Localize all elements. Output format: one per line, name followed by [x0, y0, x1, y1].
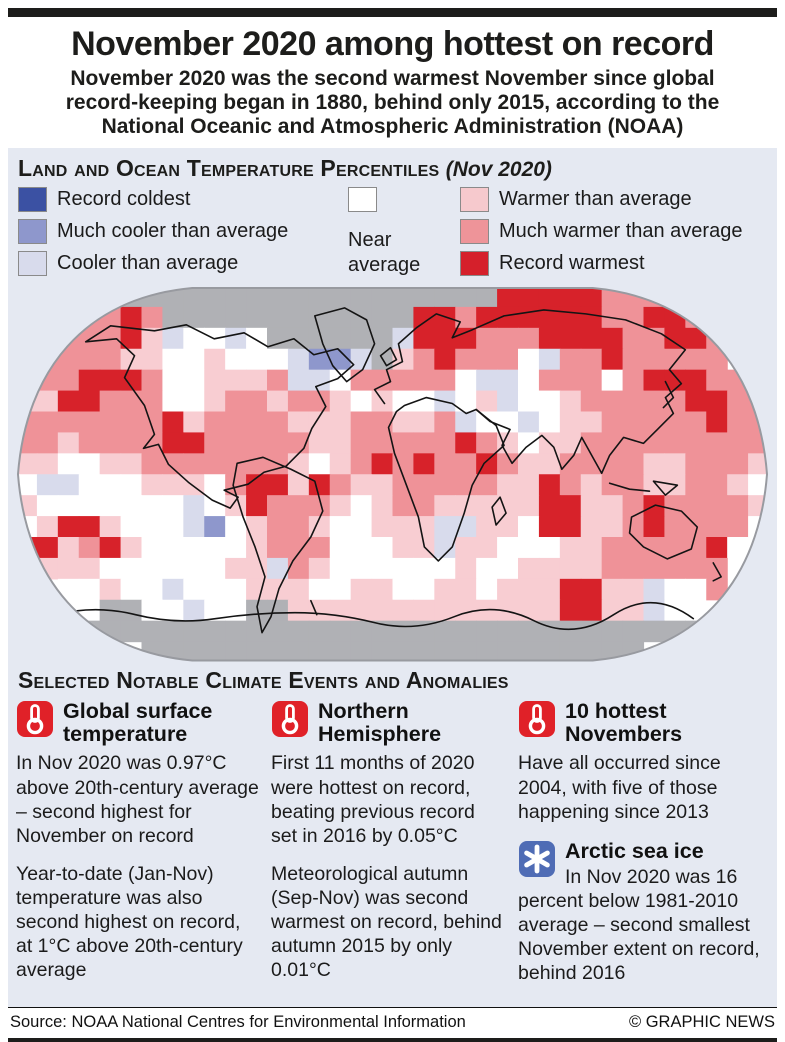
legend-label: Cooler than average: [57, 251, 239, 274]
legend-item-record-warmest: Record warmest: [460, 250, 769, 276]
source-credit: Source: NOAA National Centres for Enviro…: [10, 1013, 466, 1032]
column-title: 10 hottest Novembers: [565, 699, 683, 747]
much-warmer-swatch: [460, 218, 489, 244]
column-heading: Global surface temperature: [16, 700, 259, 746]
column-heading: Northern Hemisphere: [271, 700, 506, 746]
event-paragraph: In Nov 2020 was 0.97°C above 20th-centur…: [16, 752, 259, 847]
event-paragraph: First 11 months of 2020 were hottest on …: [271, 752, 475, 847]
event-paragraph: In Nov 2020 was 16 percent below 1981-20…: [518, 865, 760, 984]
legend-label: Much cooler than average: [57, 219, 289, 242]
publisher-credit: © GRAPHIC NEWS: [628, 1013, 775, 1032]
event-paragraph: Year-to-date (Jan-Nov) temperature was a…: [16, 862, 243, 982]
thermometer-icon: [17, 701, 53, 738]
legend-label: Record coldest: [57, 187, 191, 210]
event-paragraph: Meteorological autumn (Sep-Nov) was seco…: [271, 862, 502, 982]
footer: Source: NOAA National Centres for Enviro…: [8, 1007, 777, 1037]
legend-label: Much warmer than average: [499, 219, 743, 242]
legend-item-much-warmer: Much warmer than average: [460, 218, 769, 244]
column-title: Global surface temperature: [63, 699, 213, 747]
warmer-swatch: [460, 186, 489, 212]
legend-label: Record warmest: [499, 251, 645, 274]
map-section-heading-note: (Nov 2020): [445, 157, 552, 181]
column-hottest-novembers-and-sea-ice: 10 hottest Novembers Have all occurred s…: [518, 700, 765, 999]
legend-column-warm: Warmer than average Much warmer than ave…: [460, 186, 769, 278]
infographic: November 2020 among hottest on record No…: [0, 8, 785, 1042]
thermometer-icon: [519, 701, 555, 738]
column-title: Northern Hemisphere: [318, 699, 442, 747]
column-heading: 10 hottest Novembers: [518, 700, 765, 746]
arctic-sea-ice-block: Arctic sea ice In Nov 2020 was 16 percen…: [518, 838, 765, 985]
events-columns: Global surface temperature In Nov 2020 w…: [16, 700, 769, 999]
events-section-heading: Selected Notable Climate Events and Anom…: [18, 667, 509, 694]
record-warmest-swatch: [460, 250, 489, 276]
legend-column-cool: Record coldest Much cooler than average …: [18, 186, 348, 278]
much-cooler-swatch: [18, 218, 47, 244]
map-legend: Record coldest Much cooler than average …: [18, 186, 769, 278]
map-section-heading-text: Land and Ocean Temperature Percentiles: [18, 154, 440, 181]
column-global-surface-temperature: Global surface temperature In Nov 2020 w…: [16, 700, 259, 996]
legend-column-near: Near average: [348, 186, 460, 278]
legend-label: Near average: [348, 228, 421, 276]
column-northern-hemisphere: Northern Hemisphere First 11 months of 2…: [271, 700, 506, 996]
page-subtitle: November 2020 was the second warmest Nov…: [65, 66, 720, 139]
legend-item-much-cooler: Much cooler than average: [18, 218, 348, 244]
thermometer-icon: [272, 701, 308, 738]
bottom-rule: [8, 1038, 777, 1042]
legend-item-record-coldest: Record coldest: [18, 186, 348, 212]
map-section-heading: Land and Ocean Temperature Percentiles (…: [18, 156, 769, 181]
legend-label: Warmer than average: [499, 187, 692, 210]
legend-item-warmer: Warmer than average: [460, 186, 769, 212]
content-panel: Land and Ocean Temperature Percentiles (…: [8, 147, 777, 1008]
event-paragraph: Have all occurred since 2004, with five …: [518, 752, 721, 823]
near-average-swatch: [348, 186, 377, 212]
column-title: Arctic sea ice: [565, 838, 704, 863]
cooler-swatch: [18, 250, 47, 276]
top-rule: [8, 8, 777, 17]
page-title: November 2020 among hottest on record: [71, 25, 714, 63]
world-temperature-percentile-map: [16, 286, 769, 662]
legend-item-cooler: Cooler than average: [18, 250, 348, 276]
snowflake-icon: [519, 840, 555, 877]
record-coldest-swatch: [18, 186, 47, 212]
